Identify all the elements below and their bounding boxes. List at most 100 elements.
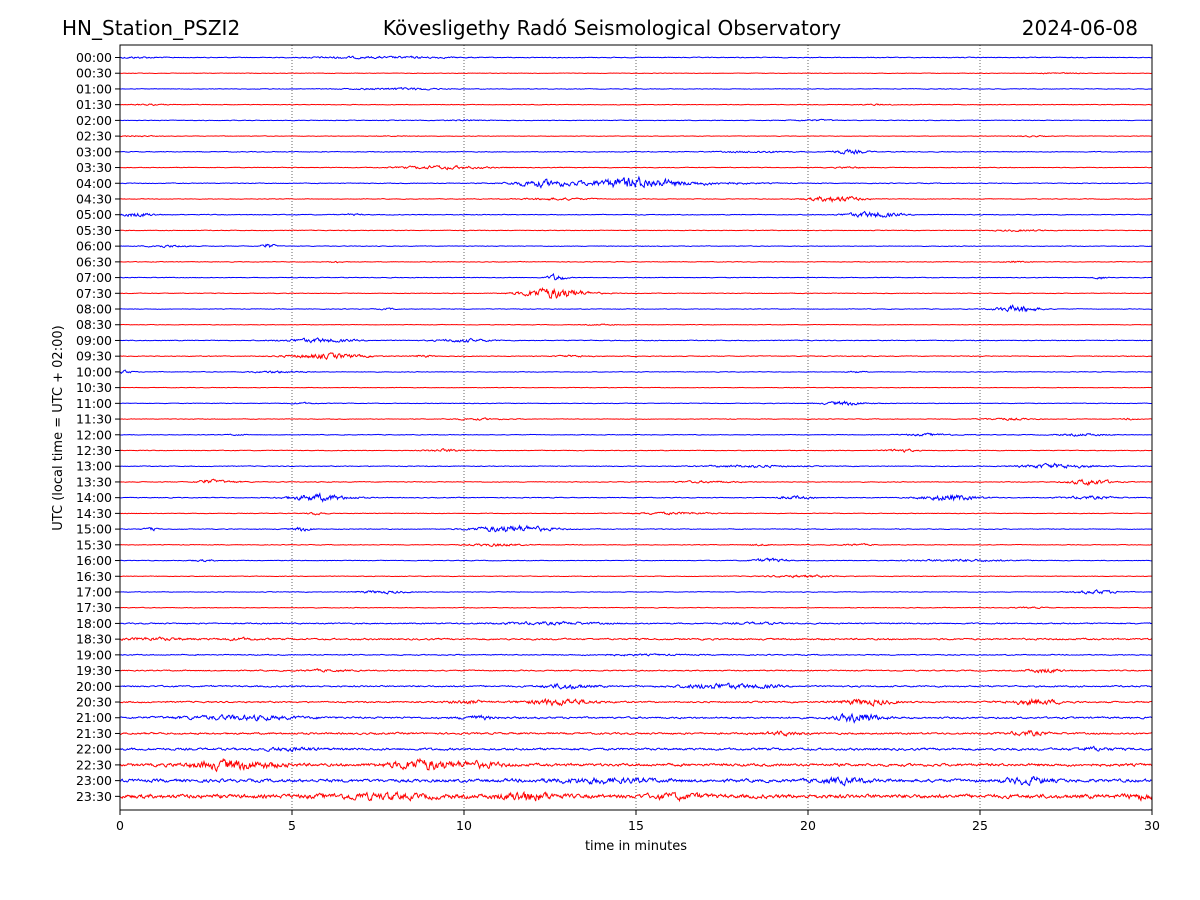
y-tick-label: 00:30: [76, 66, 112, 81]
trace-2030: [119, 697, 1153, 707]
trace-1430: [119, 511, 1153, 516]
y-tick-label: 15:30: [76, 537, 112, 552]
trace-0300: [119, 148, 1153, 155]
y-tick-label: 20:30: [76, 695, 112, 710]
y-tick-label: 19:30: [76, 663, 112, 678]
y-tick-label: 16:00: [76, 553, 112, 568]
trace-0830: [119, 323, 1153, 326]
trace-1200: [119, 432, 1153, 437]
y-tick-label: 04:30: [76, 191, 112, 206]
trace-0430: [119, 195, 1153, 204]
trace-0200: [119, 118, 1153, 122]
x-tick-label: 0: [116, 818, 124, 833]
y-tick-label: 22:00: [76, 742, 112, 757]
y-tick-label: 02:30: [76, 129, 112, 144]
y-tick-label: 05:30: [76, 223, 112, 238]
y-tick-label: 15:00: [76, 522, 112, 537]
trace-1730: [119, 606, 1153, 610]
station-title: HN_Station_PSZI2: [62, 16, 240, 40]
y-tick-label: 03:30: [76, 160, 112, 175]
trace-0400: [119, 175, 1153, 189]
y-tick-label: 09:30: [76, 349, 112, 364]
trace-2330: [119, 790, 1153, 803]
y-tick-label: 09:00: [76, 333, 112, 348]
y-tick-label: 00:00: [76, 50, 112, 65]
trace-1800: [119, 620, 1153, 626]
observatory-title: Kövesligethy Radó Seismological Observat…: [383, 16, 841, 40]
y-axis-label: UTC (local time = UTC + 02:00): [51, 325, 66, 530]
trace-1000: [119, 369, 1153, 375]
y-tick-label: 08:30: [76, 317, 112, 332]
y-tick-label: 01:30: [76, 97, 112, 112]
trace-0230: [119, 135, 1153, 138]
y-tick-label: 14:00: [76, 490, 112, 505]
y-tick-label: 14:30: [76, 506, 112, 521]
y-tick-label: 04:00: [76, 176, 112, 191]
y-tick-label: 05:00: [76, 207, 112, 222]
trace-1900: [119, 653, 1153, 657]
trace-0800: [119, 304, 1153, 313]
y-tick-label: 11:30: [76, 412, 112, 427]
y-tick-label: 07:30: [76, 286, 112, 301]
trace-0130: [119, 103, 1153, 107]
trace-1530: [119, 543, 1153, 547]
y-tick-label: 21:30: [76, 726, 112, 741]
trace-1330: [120, 478, 1153, 487]
y-tick-label: 20:00: [76, 679, 112, 694]
trace-0100: [119, 86, 1153, 91]
x-axis-label: time in minutes: [585, 839, 687, 854]
y-tick-label: 16:30: [76, 569, 112, 584]
trace-2000: [119, 682, 1153, 691]
trace-0630: [119, 260, 1153, 264]
trace-1300: [119, 462, 1153, 469]
y-tick-label: 06:30: [76, 254, 112, 269]
y-tick-label: 01:00: [76, 81, 112, 96]
x-tick-label: 10: [456, 818, 472, 833]
y-tick-label: 13:00: [76, 459, 112, 474]
y-tick-label: 02:00: [76, 113, 112, 128]
y-tick-label: 12:00: [76, 427, 112, 442]
x-tick-label: 15: [628, 818, 644, 833]
y-tick-label: 17:00: [76, 584, 112, 599]
trace-1100: [119, 400, 1153, 406]
trace-0030: [119, 72, 1153, 75]
y-tick-label: 11:00: [76, 396, 112, 411]
trace-0600: [119, 243, 1153, 249]
trace-1500: [119, 524, 1153, 533]
y-tick-label: 08:00: [76, 302, 112, 317]
trace-0700: [119, 272, 1153, 281]
trace-2100: [119, 712, 1153, 724]
y-tick-label: 21:00: [76, 710, 112, 725]
trace-0530: [119, 229, 1153, 233]
y-tick-label: 23:30: [76, 789, 112, 804]
trace-0930: [119, 352, 1153, 361]
trace-1830: [119, 636, 1153, 642]
y-tick-label: 13:30: [76, 474, 112, 489]
trace-1930: [119, 668, 1153, 674]
trace-2200: [119, 745, 1153, 753]
y-tick-label: 10:30: [76, 380, 112, 395]
y-tick-label: 19:00: [76, 647, 112, 662]
y-tick-label: 23:00: [76, 773, 112, 788]
y-tick-label: 18:30: [76, 632, 112, 647]
trace-0000: [119, 55, 1153, 60]
seismic-traces: [119, 55, 1153, 803]
trace-1030: [119, 386, 1153, 389]
y-axis-ticks: 00:0000:3001:0001:3002:0002:3003:0003:30…: [76, 50, 120, 804]
y-tick-label: 03:00: [76, 144, 112, 159]
trace-1700: [119, 589, 1153, 595]
trace-1600: [119, 557, 1153, 563]
x-tick-label: 30: [1144, 818, 1160, 833]
trace-0900: [119, 337, 1153, 344]
x-tick-label: 25: [972, 818, 988, 833]
trace-1230: [119, 448, 1153, 453]
trace-2300: [119, 775, 1153, 787]
y-tick-label: 17:30: [76, 600, 112, 615]
y-tick-label: 07:00: [76, 270, 112, 285]
y-tick-label: 06:00: [76, 239, 112, 254]
trace-2230: [119, 757, 1153, 773]
trace-1630: [119, 574, 1153, 579]
y-tick-label: 12:30: [76, 443, 112, 458]
